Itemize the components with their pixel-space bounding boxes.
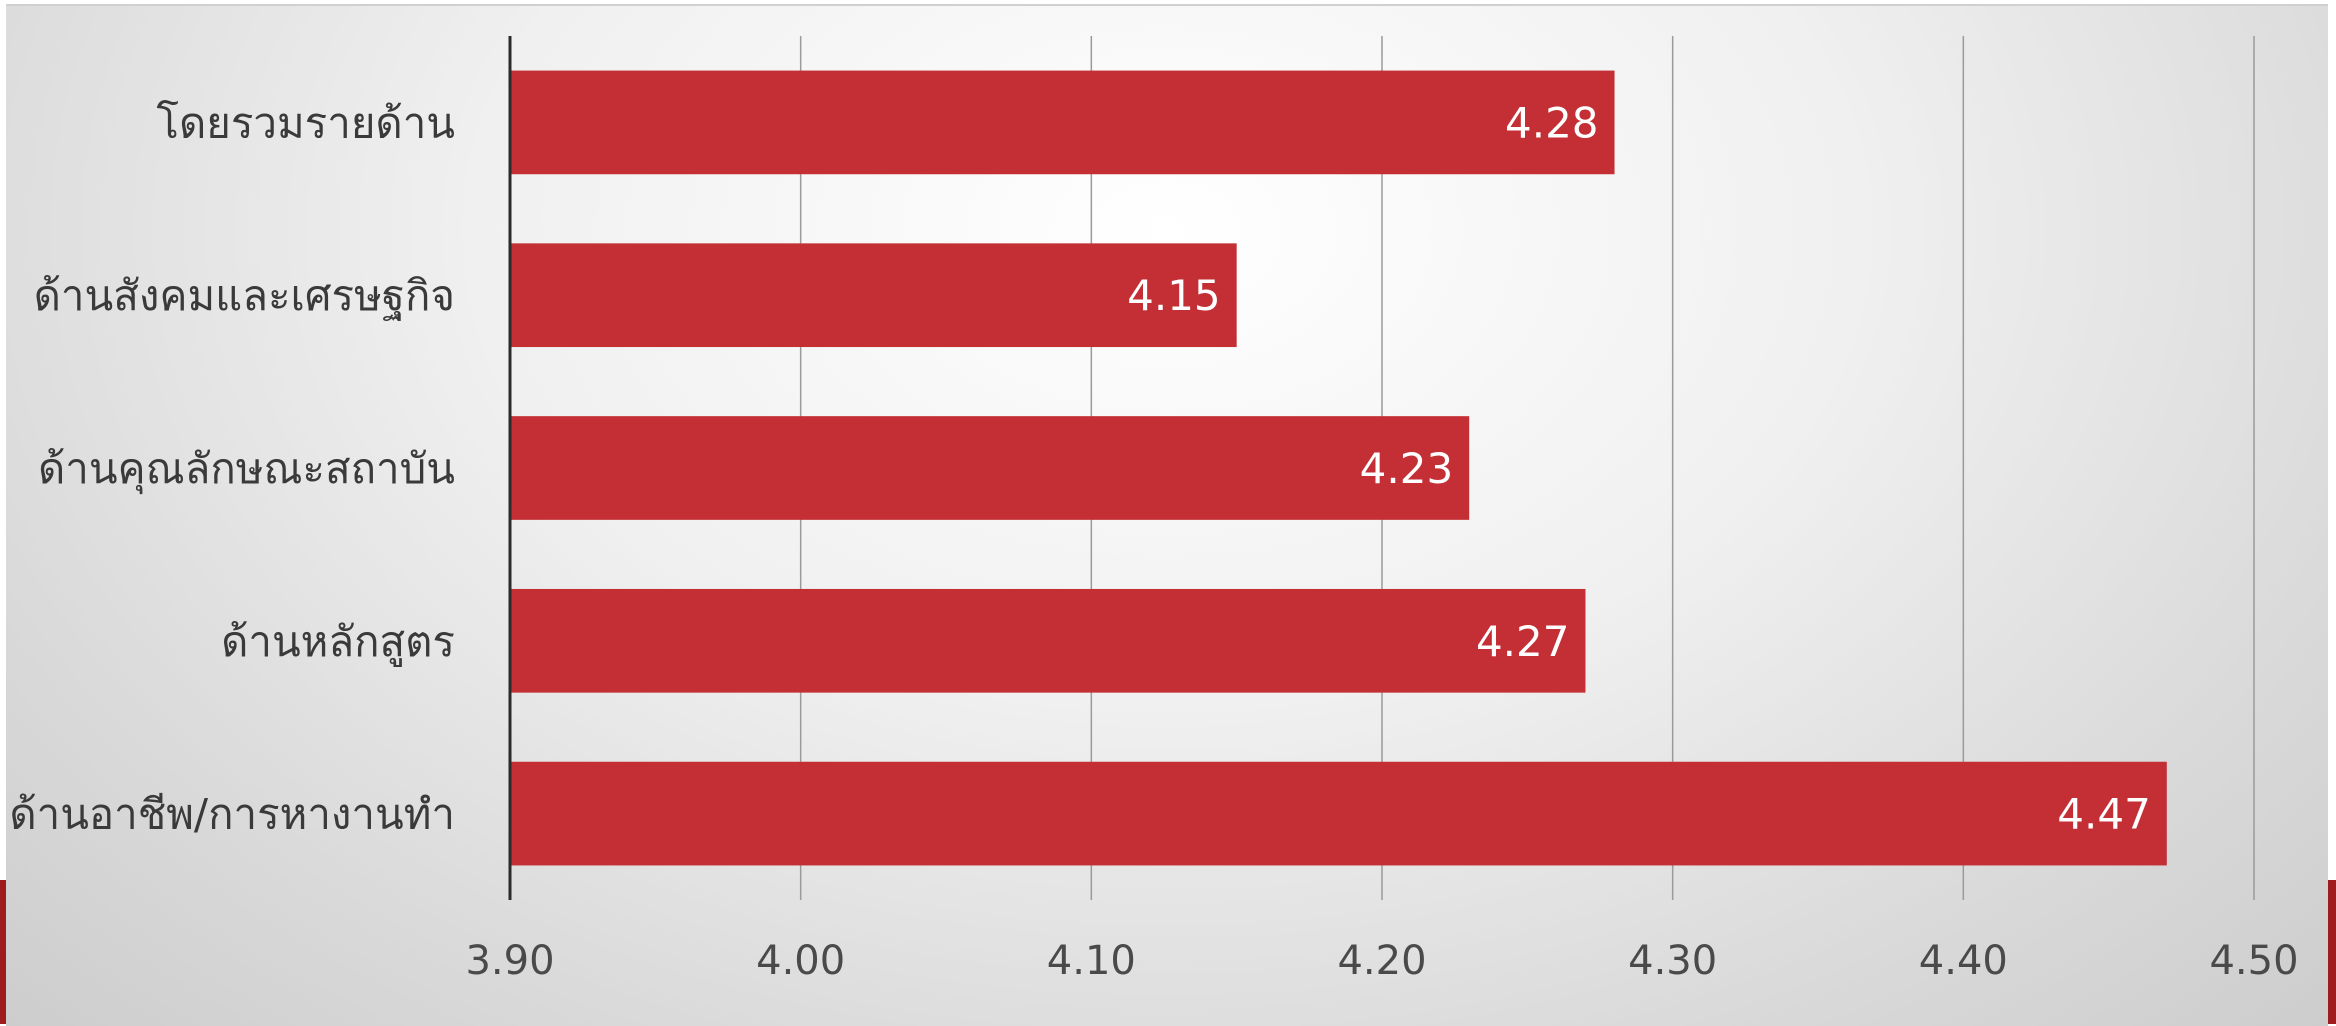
- category-labels: โดยรวมรายด้านด้านสังคมและเศรษฐกิจด้านคุณ…: [9, 98, 455, 838]
- x-tick-label: 4.40: [1919, 938, 2008, 984]
- data-label: 4.28: [1505, 98, 1599, 147]
- category-label: ด้านคุณลักษณะสถาบัน: [38, 444, 455, 495]
- x-tick-label: 4.10: [1047, 938, 1136, 984]
- bar: [510, 761, 2167, 866]
- x-tick-label: 4.00: [756, 938, 845, 984]
- category-label: ด้านหลักสูตร: [221, 617, 455, 667]
- data-label: 4.23: [1360, 444, 1454, 493]
- bar: [510, 588, 1586, 693]
- category-label: ด้านอาชีพ/การหางานทำ: [9, 790, 455, 839]
- category-label: ด้านสังคมและเศรษฐกิจ: [34, 271, 455, 321]
- bars: 4.28 4.15 4.23 4.27 4.47: [510, 70, 2167, 866]
- x-tick-label: 4.30: [1628, 938, 1717, 984]
- bar: [510, 243, 1237, 348]
- bar: [510, 70, 1615, 175]
- data-label: 4.27: [1476, 617, 1570, 666]
- x-tick-labels: 3.90 4.00 4.10 4.20 4.30 4.40 4.50: [465, 938, 2298, 984]
- data-label: 4.15: [1127, 271, 1221, 320]
- x-tick-label: 3.90: [465, 938, 554, 984]
- category-label: โดยรวมรายด้าน: [156, 98, 455, 147]
- gridlines: [799, 36, 2255, 900]
- bar: [510, 416, 1470, 520]
- x-tick-label: 4.50: [2209, 938, 2298, 984]
- x-tick-label: 4.20: [1337, 938, 1426, 984]
- data-label: 4.47: [2057, 790, 2151, 839]
